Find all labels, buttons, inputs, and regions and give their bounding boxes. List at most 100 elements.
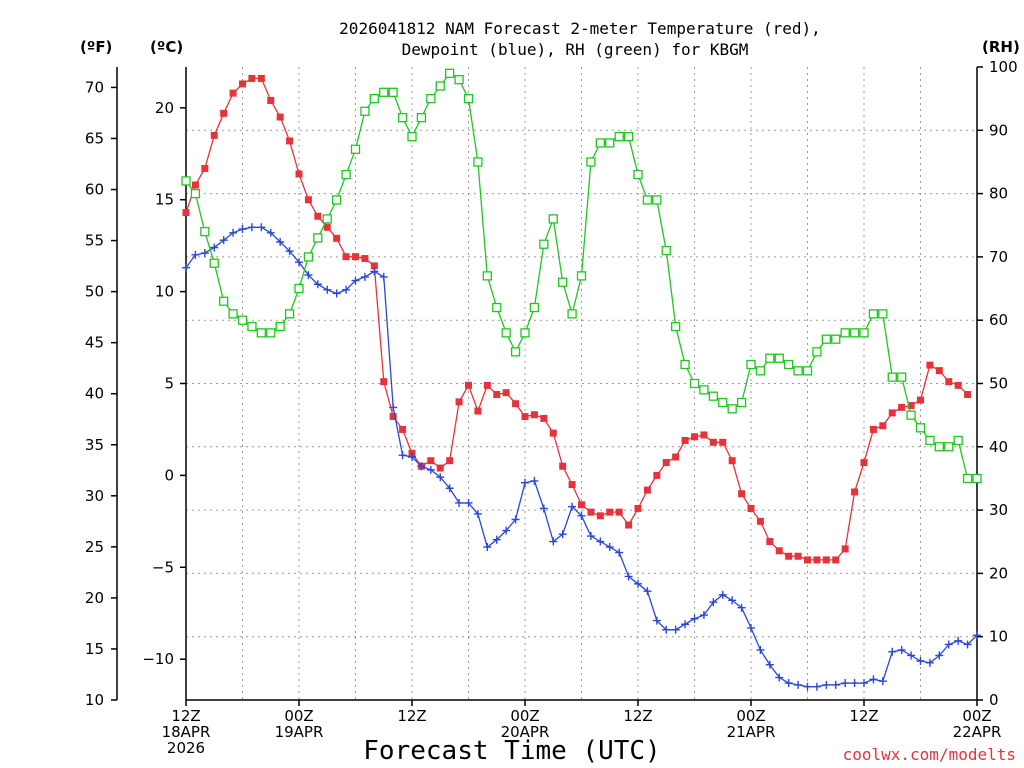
tick-label-rh: 10 xyxy=(989,628,1008,646)
rh-point xyxy=(492,302,502,313)
rh-point xyxy=(256,328,266,338)
temperature-point xyxy=(738,490,746,498)
rh-point xyxy=(784,359,794,370)
rh-point xyxy=(897,372,907,382)
temperature-point xyxy=(634,504,642,512)
temperature-point xyxy=(719,438,727,446)
tick-label-x: 00Z xyxy=(736,707,765,725)
temperature-point xyxy=(578,501,585,509)
temperature-point xyxy=(521,413,529,421)
rh-point xyxy=(266,328,276,338)
dewpoint-point xyxy=(888,647,897,656)
dewpoint-point xyxy=(812,682,821,691)
rh-point xyxy=(548,214,558,224)
temperature-point xyxy=(596,512,604,520)
rh-point xyxy=(614,131,624,142)
dewpoint-point xyxy=(794,680,803,689)
dewpoint-point xyxy=(276,237,285,246)
tick-label-f: 50 xyxy=(85,283,104,301)
rh-point xyxy=(746,359,756,370)
dewpoint-point xyxy=(238,225,247,234)
dewpoint-point xyxy=(841,679,850,688)
temperature-point xyxy=(615,508,623,516)
temperature-point xyxy=(380,378,388,386)
temperature-point xyxy=(229,89,237,97)
dewpoint-point xyxy=(605,543,614,552)
temperature-point xyxy=(455,398,463,406)
temperature-point xyxy=(907,402,915,410)
tick-label-x: 12Z xyxy=(397,707,426,725)
tick-label-x: 12Z xyxy=(849,707,878,725)
tick-label-x: 12Z xyxy=(171,707,200,725)
temperature-point xyxy=(427,457,435,465)
dewpoint-point xyxy=(464,498,473,507)
rh-point xyxy=(482,271,492,281)
grid-lines xyxy=(186,67,977,700)
tick-label-c: 15 xyxy=(155,191,174,209)
rh-point xyxy=(699,385,709,395)
dewpoint-point xyxy=(860,679,868,688)
temperature-point xyxy=(785,552,793,560)
rh-point xyxy=(426,94,436,104)
rh-point xyxy=(275,321,285,332)
rh-point xyxy=(200,226,210,237)
temperature-point xyxy=(804,556,811,564)
rh-point xyxy=(567,309,577,319)
tick-label-f: 10 xyxy=(85,691,104,709)
rh-point xyxy=(247,321,257,332)
rh-point xyxy=(868,309,879,319)
tick-label-f: 70 xyxy=(85,78,104,96)
dewpoint-point xyxy=(652,616,661,625)
temperature-point xyxy=(851,488,859,496)
dewpoint-point xyxy=(483,543,492,552)
rh-point xyxy=(539,239,549,249)
temperature-point xyxy=(888,409,896,417)
tick-label-rh: 80 xyxy=(989,185,1008,203)
temperature-point xyxy=(926,361,934,369)
temperature-point xyxy=(935,367,943,375)
temperature-point xyxy=(709,438,717,446)
dewpoint-point xyxy=(436,473,445,482)
temperature-point xyxy=(643,486,651,494)
dewpoint-point xyxy=(634,579,642,588)
rh-point xyxy=(718,397,728,408)
tick-label-x: 19APR xyxy=(275,723,324,741)
tick-label-rh: 40 xyxy=(989,438,1008,456)
rh-point xyxy=(680,359,690,370)
rh-point xyxy=(689,378,700,389)
dewpoint-point xyxy=(182,263,190,272)
rh-point xyxy=(529,302,540,313)
temperature-point xyxy=(323,223,331,231)
dewpoint-point xyxy=(398,451,407,460)
temperature-point xyxy=(747,504,755,512)
tick-labels: 7065605550454035302520151020151050−5−101… xyxy=(85,58,1018,757)
tick-label-x: 18APR xyxy=(162,723,211,741)
rh-point xyxy=(595,138,605,148)
rh-point xyxy=(284,309,295,319)
temperature-point xyxy=(474,407,482,415)
rh-point xyxy=(369,94,379,104)
temperature-point xyxy=(352,253,359,261)
series-temperature xyxy=(182,74,972,564)
rh-point xyxy=(510,347,521,357)
rh-point xyxy=(209,258,219,268)
rh-point xyxy=(934,442,944,452)
temperature-point xyxy=(257,74,265,82)
temperature-point xyxy=(587,508,595,516)
dewpoint-point xyxy=(530,476,539,485)
dewpoint-point xyxy=(210,243,219,252)
dewpoint-point xyxy=(502,526,511,535)
temperature-point xyxy=(672,453,680,461)
temperature-point xyxy=(775,547,783,555)
rh-point xyxy=(736,397,747,408)
dewpoint-point xyxy=(511,515,520,524)
rh-point xyxy=(962,473,973,484)
rh-point xyxy=(633,169,643,180)
tick-label-rh: 30 xyxy=(989,501,1008,519)
tick-label-f: 45 xyxy=(85,334,104,352)
tick-label-f: 65 xyxy=(85,129,104,147)
dewpoint-point xyxy=(342,285,351,294)
tick-label-x: 12Z xyxy=(623,707,652,725)
rh-point xyxy=(445,68,455,78)
